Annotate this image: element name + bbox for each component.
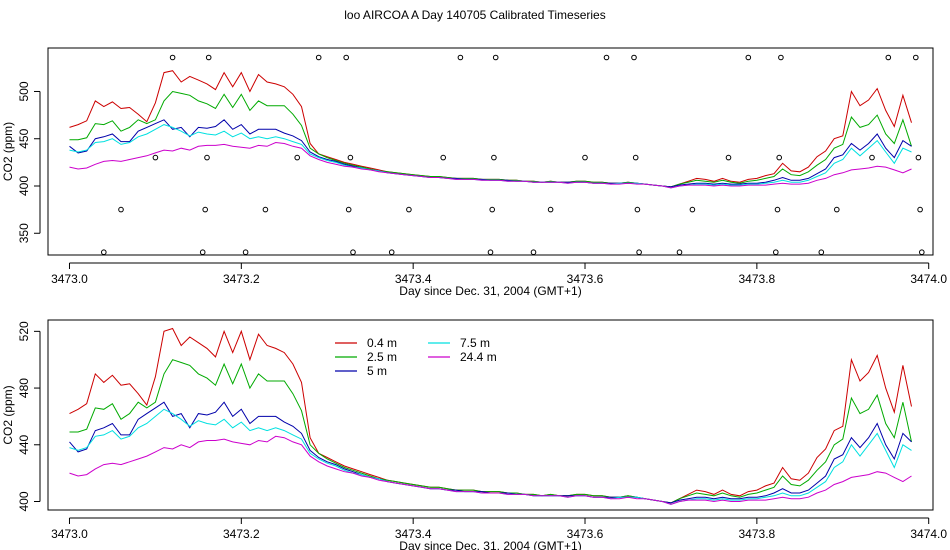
calibration-point <box>915 154 922 161</box>
series-line-24-4-m <box>69 141 912 189</box>
calibration-point <box>919 249 925 255</box>
plot-frame <box>47 47 934 256</box>
x-tick-label: 3473.0 <box>51 272 88 286</box>
calibration-point <box>603 54 610 61</box>
calibration-point <box>547 206 554 213</box>
x-tick-label: 3473.4 <box>395 527 432 541</box>
x-tick-label: 3473.0 <box>51 527 88 541</box>
calibration-point <box>202 206 208 213</box>
calibration-point <box>315 54 322 61</box>
calibration-point <box>489 206 496 213</box>
legend-label-5-m: 5 m <box>367 364 387 378</box>
calibration-point <box>347 154 354 161</box>
legend-label-7-5-m: 7.5 m <box>460 336 490 350</box>
calibration-point <box>834 206 840 213</box>
calibration-point <box>689 206 696 213</box>
x-tick-label: 3473.2 <box>223 272 260 286</box>
bottom-panel-with-legend: 3473.0 3473.2 3473.4 3473.6 3473.8 3474.0 Day … <box>1 319 947 550</box>
calibration-point <box>631 54 637 61</box>
calibration-point <box>294 154 301 161</box>
calibration-point <box>634 206 641 213</box>
y-tick-label: 520 <box>17 321 31 341</box>
series-line-2-5-m <box>69 90 912 188</box>
calibration-point <box>582 154 588 161</box>
x-tick-label: 3473.2 <box>223 527 260 541</box>
calibration-point <box>913 54 919 61</box>
calibration-point <box>242 249 249 255</box>
calibration-point <box>118 206 124 213</box>
series-line-24-4-m <box>69 435 912 505</box>
x-axis-label: Day since Dec. 31, 2004 (GMT+1) <box>399 539 581 550</box>
y-tick-label: 480 <box>17 378 31 398</box>
series-line-5-m <box>69 119 912 188</box>
calibration-point <box>169 54 176 61</box>
plot-frame <box>47 319 934 511</box>
calibration-point <box>101 249 107 255</box>
calibration-point <box>491 154 497 161</box>
calibration-point <box>676 249 683 255</box>
calibration-point <box>632 154 639 161</box>
calibration-point <box>199 249 206 255</box>
calibration-point <box>492 54 499 61</box>
legend-label-24-4-m: 24.4 m <box>460 350 497 364</box>
calibration-point <box>818 249 825 255</box>
calibration-point <box>204 154 210 161</box>
x-axis-label: Day since Dec. 31, 2004 (GMT+1) <box>399 284 581 298</box>
calibration-point <box>530 249 537 255</box>
calibration-point <box>205 54 212 61</box>
calibration-point <box>457 54 464 61</box>
calibration-point <box>388 249 395 255</box>
calibration-point <box>152 154 159 161</box>
calibration-point <box>487 249 494 255</box>
y-axis-label: CO2 (ppm) <box>1 122 15 181</box>
figure-title: loo AIRCOA A Day 140705 Calibrated Times… <box>344 8 605 22</box>
legend-label-0-4-m: 0.4 m <box>367 336 397 350</box>
calibration-point <box>262 206 269 213</box>
calibration-point <box>885 54 892 61</box>
y-tick-label: 400 <box>17 176 31 196</box>
x-tick-label: 3473.8 <box>739 527 776 541</box>
y-tick-label: 450 <box>17 128 31 148</box>
calibration-point <box>778 54 784 61</box>
y-axis-label: CO2 (ppm) <box>1 385 15 444</box>
calibration-point <box>745 54 752 61</box>
calibration-point <box>343 54 350 61</box>
top-panel-with-calibrations: 3473.0 3473.2 3473.4 3473.6 3473.8 3474.0 Day … <box>1 47 947 298</box>
x-tick-label: 3473.6 <box>567 272 604 286</box>
x-tick-label: 3473.4 <box>395 272 432 286</box>
calibration-point <box>406 206 412 213</box>
x-tick-label: 3474.0 <box>910 272 947 286</box>
calibration-point <box>917 206 923 213</box>
y-tick-label: 400 <box>17 491 31 511</box>
x-tick-label: 3473.6 <box>567 527 604 541</box>
calibration-point <box>869 154 875 161</box>
series-line-2-5-m <box>69 359 912 504</box>
calibration-point <box>350 249 356 255</box>
y-tick-label: 350 <box>17 223 31 243</box>
x-tick-label: 3473.8 <box>739 272 776 286</box>
legend-label-2-5-m: 2.5 m <box>367 350 397 364</box>
series-line-0-4-m <box>69 70 912 188</box>
calibration-point <box>440 154 447 161</box>
calibration-point <box>636 249 642 255</box>
calibration-point <box>773 249 779 255</box>
y-tick-label: 440 <box>17 434 31 454</box>
series-line-5-m <box>69 401 912 504</box>
x-tick-label: 3474.0 <box>910 527 947 541</box>
calibration-point <box>345 206 352 213</box>
calibration-point <box>725 154 732 161</box>
y-tick-label: 500 <box>17 81 31 101</box>
calibration-point <box>774 206 781 213</box>
calibration-point <box>776 154 783 161</box>
